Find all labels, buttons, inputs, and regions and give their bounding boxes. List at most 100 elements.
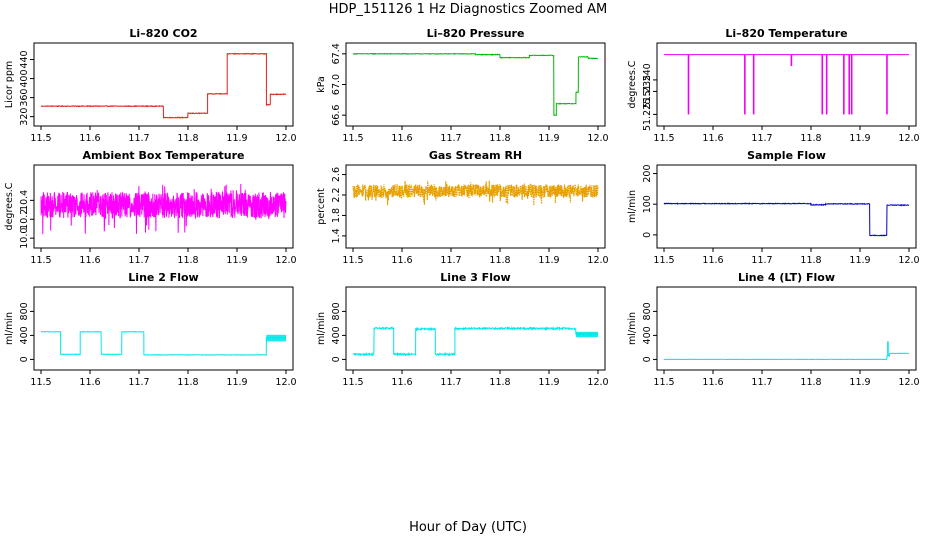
x-tick-label: 11.6 <box>702 377 723 388</box>
series-line <box>41 330 287 356</box>
y-axis-label: ml/min <box>627 190 638 223</box>
y-tick-label: 10.0 <box>19 228 30 249</box>
panel-title: Li–820 Temperature <box>725 27 847 40</box>
chart-panel: Li–820 CO2 11.5 11.6 11.7 11.8 11.9 12.0 320360… <box>4 27 297 144</box>
y-tick-label: 2.6 <box>331 167 342 182</box>
y-tick-label: 0 <box>331 356 342 362</box>
y-tick-label: 10.2 <box>19 209 30 230</box>
x-tick-label: 11.5 <box>30 377 51 388</box>
panel-title: Li–820 CO2 <box>129 27 197 40</box>
y-tick-label: 400 <box>19 69 30 87</box>
y-tick-label: 51.225 <box>642 98 653 131</box>
x-tick-label: 11.6 <box>79 255 100 266</box>
series-line <box>663 352 910 361</box>
x-tick-label: 12.0 <box>275 255 296 266</box>
x-tick-label: 12.0 <box>898 255 919 266</box>
y-tick-label: 400 <box>331 326 342 344</box>
x-axis: 11.5 11.6 11.7 11.8 11.9 12.0 <box>342 126 609 144</box>
x-tick-label: 12.0 <box>898 377 919 388</box>
x-tick-label: 11.9 <box>538 133 559 144</box>
x-tick-label: 11.5 <box>342 377 363 388</box>
plot-frame <box>656 164 917 249</box>
plot-frame <box>33 286 294 371</box>
x-tick-label: 11.9 <box>538 377 559 388</box>
y-tick-label: 67.0 <box>331 74 342 95</box>
y-axis: 0 400 800 <box>331 302 346 362</box>
y-tick-label: 360 <box>19 89 30 107</box>
x-tick-label: 11.7 <box>128 377 149 388</box>
x-tick-label: 12.0 <box>587 255 608 266</box>
x-tick-label: 11.9 <box>849 377 870 388</box>
y-tick-label: 200 <box>642 164 653 182</box>
plot-frame <box>345 164 606 249</box>
x-tick-label: 11.5 <box>342 255 363 266</box>
plot-frame <box>656 42 917 127</box>
x-tick-label: 11.6 <box>702 255 723 266</box>
x-tick-label: 12.0 <box>587 133 608 144</box>
panels-grid: Li–820 CO2 11.5 11.6 11.7 11.8 11.9 12.0 320360… <box>4 27 920 388</box>
panel-title: Ambient Box Temperature <box>83 149 245 162</box>
x-tick-label: 11.8 <box>489 133 510 144</box>
x-axis: 11.5 11.6 11.7 11.8 11.9 12.0 <box>653 370 920 388</box>
y-tick-label: 100 <box>642 195 653 213</box>
x-tick-label: 11.9 <box>538 255 559 266</box>
series-line <box>40 52 287 119</box>
x-tick-label: 11.7 <box>440 255 461 266</box>
y-tick-label: 0 <box>642 232 653 238</box>
y-tick-label: 400 <box>19 326 30 344</box>
figure-x-axis-label: Hour of Day (UTC) <box>409 520 527 535</box>
plot-frame <box>656 286 917 371</box>
x-tick-label: 11.7 <box>440 133 461 144</box>
y-tick-label: 440 <box>19 50 30 68</box>
panel-title: Line 4 (LT) Flow <box>738 271 835 284</box>
series-line <box>352 52 599 117</box>
series-band <box>575 331 598 338</box>
x-tick-label: 11.5 <box>342 133 363 144</box>
plot-frame <box>33 164 294 249</box>
x-axis: 11.5 11.6 11.7 11.8 11.9 12.0 <box>653 248 920 266</box>
y-tick-label: 800 <box>642 302 653 320</box>
y-axis: 66.6 67.0 67.4 <box>331 43 346 126</box>
y-tick-label: 0 <box>19 356 30 362</box>
panel-title: Sample Flow <box>747 149 826 162</box>
x-tick-label: 11.9 <box>226 377 247 388</box>
x-axis: 11.5 11.6 11.7 11.8 11.9 12.0 <box>30 248 297 266</box>
y-axis-label: degrees.C <box>4 182 15 230</box>
x-tick-label: 11.7 <box>751 133 772 144</box>
series-band <box>266 334 286 342</box>
y-axis-label: degrees.C <box>627 60 638 108</box>
x-tick-label: 12.0 <box>275 377 296 388</box>
x-axis: 11.5 11.6 11.7 11.8 11.9 12.0 <box>30 370 297 388</box>
y-tick-label: 320 <box>19 108 30 126</box>
x-tick-label: 12.0 <box>898 133 919 144</box>
series-line <box>663 202 910 237</box>
plot-frame <box>33 42 294 127</box>
y-axis: 10.010.210.4 <box>19 190 34 249</box>
x-tick-label: 11.8 <box>177 377 198 388</box>
x-tick-label: 11.8 <box>800 377 821 388</box>
x-tick-label: 11.5 <box>30 255 51 266</box>
y-tick-label: 51.235 <box>642 75 653 108</box>
x-tick-label: 11.7 <box>128 133 149 144</box>
x-tick-label: 11.9 <box>226 133 247 144</box>
y-axis-label: ml/min <box>316 312 327 345</box>
x-tick-label: 11.8 <box>489 255 510 266</box>
chart-panel: Gas Stream RH 11.5 11.6 11.7 11.8 11.9 12.0 1.4… <box>316 149 609 266</box>
y-tick-label: 51.240 <box>642 63 653 96</box>
y-tick-label: 67.4 <box>331 43 342 64</box>
series-line <box>40 183 287 235</box>
x-tick-label: 11.8 <box>489 377 510 388</box>
y-tick-label: 0 <box>642 356 653 362</box>
x-axis: 11.5 11.6 11.7 11.8 11.9 12.0 <box>30 126 297 144</box>
x-tick-label: 11.8 <box>177 133 198 144</box>
chart-panel: Line 2 Flow 11.5 11.6 11.7 11.8 11.9 12.0 0 400 8… <box>4 271 297 388</box>
y-axis-label: kPa <box>316 76 327 93</box>
series-line <box>352 325 599 357</box>
x-tick-label: 11.8 <box>177 255 198 266</box>
x-tick-label: 11.5 <box>653 255 674 266</box>
x-tick-label: 11.9 <box>849 255 870 266</box>
x-tick-label: 11.9 <box>226 255 247 266</box>
